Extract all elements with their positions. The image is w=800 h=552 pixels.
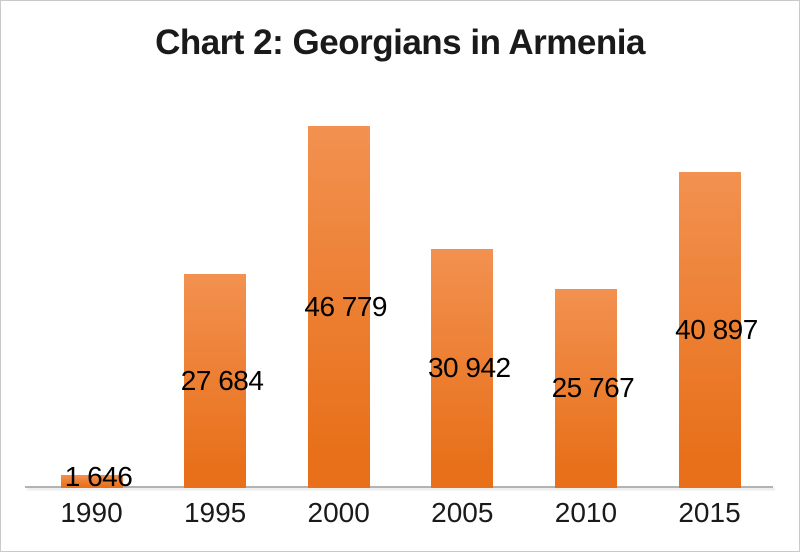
bar-value-label: 46 779 [304,291,388,322]
x-tick-label: 1995 [183,497,247,528]
bar-value-label: 30 942 [427,352,511,384]
x-tick-label: 2000 [307,497,370,528]
x-tick-label: 2015 [678,497,741,528]
x-tick-label: 2010 [554,497,618,528]
bar-2010 [554,288,617,488]
chart-title: Chart 2: Georgians in Armenia [155,23,645,62]
bar-value-label: 25 767 [551,372,635,404]
bar-1995 [184,273,247,488]
bar-value-label: 27 684 [180,364,264,396]
bar-value-label: 1 646 [64,461,133,492]
x-tick-label: 2005 [431,497,494,528]
x-tick-label: 1990 [60,497,123,528]
bar-1990 [60,475,123,488]
bar-value-label: 40 897 [675,313,758,345]
bar-2005 [431,248,494,488]
bar-2000 [307,126,370,488]
bar-2015 [678,171,741,488]
x-axis-line [25,486,773,488]
